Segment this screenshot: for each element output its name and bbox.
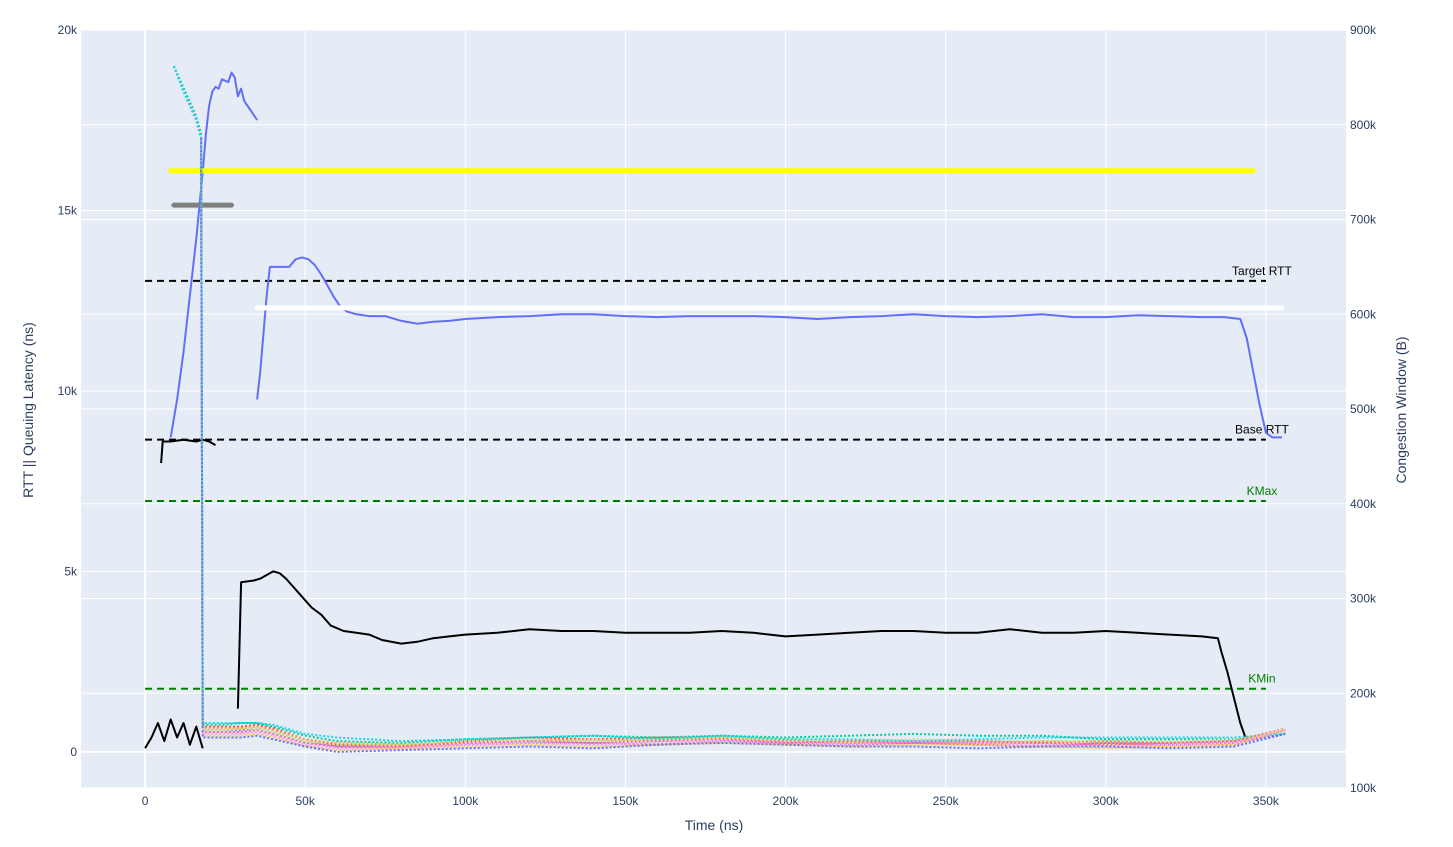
reference-line-label: KMax <box>1247 484 1278 498</box>
reference-lines: Target RTT Base RTT KMax KMin <box>145 264 1293 690</box>
series-layer <box>144 65 1286 753</box>
series-line-11 <box>200 138 1286 746</box>
series-line-14 <box>200 138 1286 753</box>
y-tick-label: 10k <box>58 384 78 398</box>
y-tick-label: 20k <box>58 23 78 37</box>
grid <box>81 29 1346 789</box>
y2-tick-label: 700k <box>1350 213 1377 227</box>
x-tick-label: 100k <box>452 794 479 808</box>
x-tick-label: 200k <box>773 794 800 808</box>
y2-tick-label: 600k <box>1350 307 1377 321</box>
y2-axis-title: Congestion Window (B) <box>1393 336 1409 483</box>
y-tick-label: 0 <box>70 745 77 759</box>
series-line-0 <box>169 71 1282 439</box>
x-tick-label: 250k <box>933 794 960 808</box>
y2-tick-label: 100k <box>1350 781 1377 795</box>
x-tick-label: 300k <box>1093 794 1120 808</box>
reference-line-label: Base RTT <box>1235 423 1289 437</box>
y-axis-title: RTT || Queuing Latency (ns) <box>20 322 36 498</box>
x-axis-title: Time (ns) <box>685 817 744 833</box>
x-tick-label: 350k <box>1253 794 1280 808</box>
y2-tick-label: 500k <box>1350 402 1377 416</box>
x-tick-label: 0 <box>142 794 149 808</box>
y2-tick-label: 300k <box>1350 592 1377 606</box>
y2-tick-label: 400k <box>1350 497 1377 511</box>
series-line-10 <box>200 138 1286 748</box>
y2-tick-label: 200k <box>1350 686 1377 700</box>
reference-line-label: Target RTT <box>1232 264 1292 278</box>
x-tick-label: 150k <box>612 794 639 808</box>
reference-line-label: KMin <box>1248 672 1275 686</box>
y-tick-label: 5k <box>64 564 78 578</box>
series-line-1 <box>144 438 1248 749</box>
y2-tick-label: 800k <box>1350 118 1377 132</box>
y-tick-label: 15k <box>58 203 78 217</box>
y2-tick-label: 900k <box>1350 23 1377 37</box>
series-line-12 <box>200 138 1286 750</box>
x-tick-label: 50k <box>295 794 315 808</box>
axes: 0 50k 100k 150k 200k 250k 300k 350k 0 5k 10k 15k 20k… <box>58 23 1377 808</box>
series-line-6 <box>172 65 1286 744</box>
series-line-8 <box>200 138 1286 748</box>
series-line-9 <box>172 65 1286 743</box>
